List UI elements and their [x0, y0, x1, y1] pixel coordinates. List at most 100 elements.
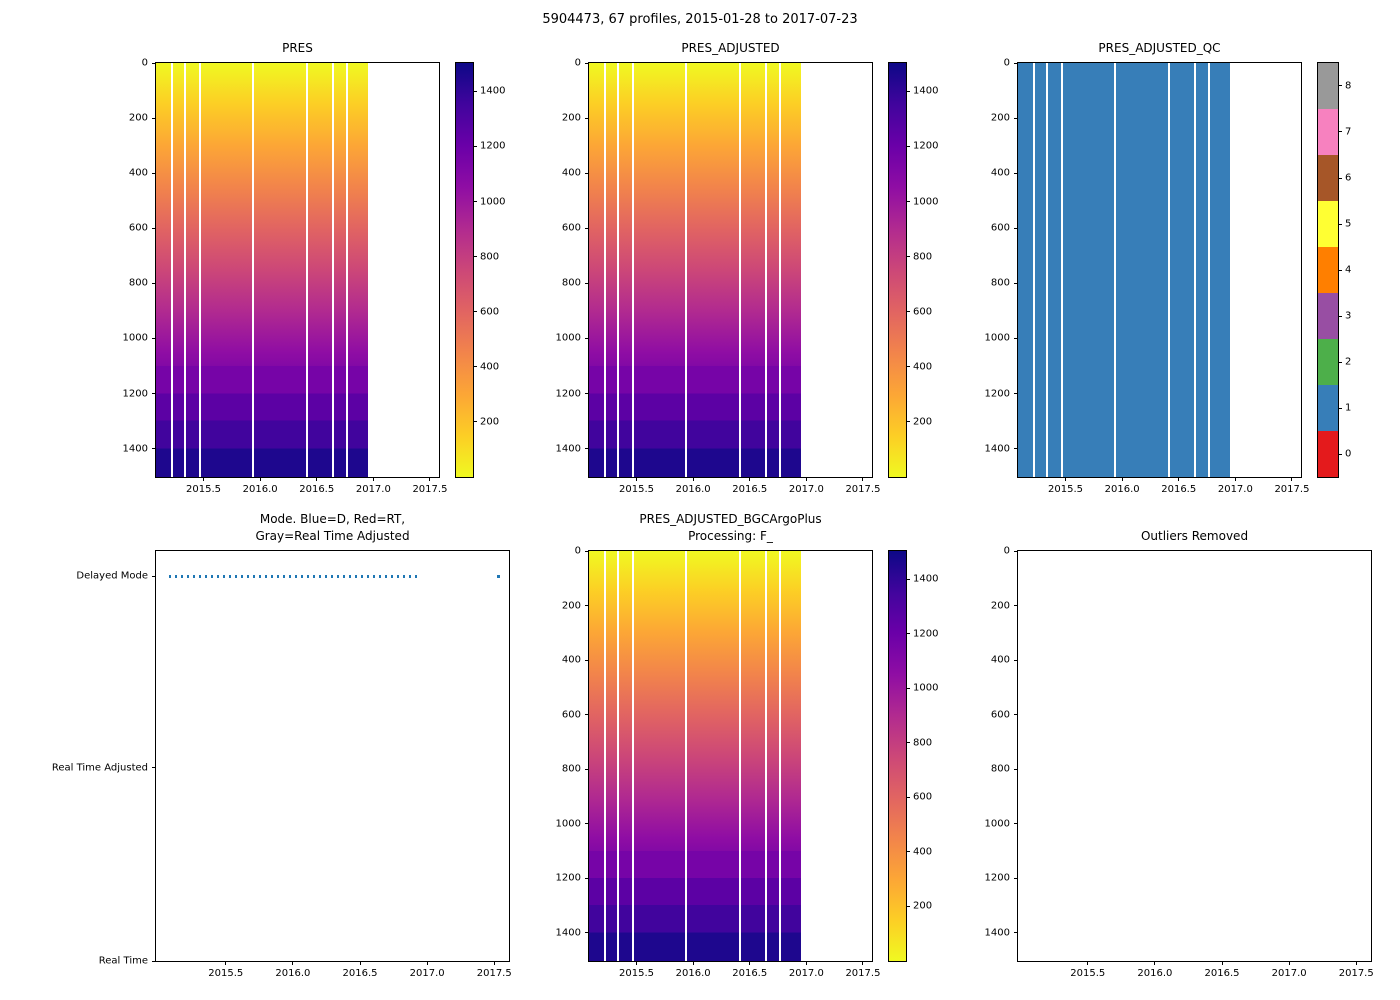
y-tick-label: 1200: [984, 872, 1010, 884]
y-tick-mark: [152, 767, 156, 769]
x-tick-mark: [493, 961, 495, 965]
y-tick-label: 400: [990, 167, 1010, 179]
colorbar-tick-label: 1400: [480, 85, 506, 97]
heatmap-data: [156, 63, 368, 477]
colorbar-tick-label: 800: [913, 251, 933, 263]
heatmap-data: [589, 551, 801, 961]
y-tick-label: 600: [561, 222, 581, 234]
y-tick-label: 1400: [984, 443, 1010, 455]
y-tick-mark: [1014, 823, 1018, 825]
plot-area-pres-adjusted: 2015.5 2016.0 2016.5 2017.0 2017.5 0 200 400 600…: [556, 58, 881, 496]
profile-gap: [632, 551, 635, 961]
x-tick-mark: [1221, 961, 1223, 965]
colorbar-tick-label: 200: [480, 416, 500, 428]
y-tick-mark: [152, 575, 156, 577]
x-tick-mark: [1178, 477, 1180, 481]
x-tick-mark: [636, 961, 638, 965]
x-tick-mark: [292, 961, 294, 965]
subplot-pres-adjusted: PRES_ADJUSTED 2015.5 2016.0 2016.5 2017.0 20…: [556, 41, 881, 496]
x-tick-label: 2017.5: [1338, 968, 1374, 979]
colorbar-tick-mark: [1338, 407, 1342, 409]
y-tick-mark: [152, 172, 156, 174]
x-tick-label: 2015.5: [1048, 484, 1084, 495]
colorbar-tick-mark: [473, 311, 477, 313]
y-tick-mark: [152, 960, 156, 962]
x-tick-label: 2016.0: [675, 968, 711, 979]
y-tick-mark: [585, 605, 589, 607]
y-tick-mark: [1014, 172, 1018, 174]
colorbar-tick-mark: [906, 796, 910, 798]
colorbar-tick-label: 1000: [913, 196, 939, 208]
plot-title-pres-adjusted-bgcargoplus: PRES_ADJUSTED_BGCArgoPlus Processing: F_: [588, 511, 873, 545]
y-tick-mark: [585, 62, 589, 64]
colorbar-gradient: 200 400 600 800 1000 1200 1400: [455, 62, 505, 478]
y-tick-label: 600: [128, 222, 148, 234]
x-tick-mark: [1087, 961, 1089, 965]
y-tick-mark: [585, 337, 589, 339]
y-tick-mark: [152, 393, 156, 395]
subplot-pres: PRES 2015.5 2016.0 2016.5 2017.0 2017.5 0 200 4…: [123, 41, 448, 495]
profile-gap: [1046, 63, 1049, 477]
y-tick-label: 800: [561, 763, 581, 775]
colorbar-tick-label: 2: [1345, 356, 1352, 368]
y-tick-label: 1000: [555, 332, 581, 344]
profile-gap: [1114, 63, 1117, 477]
profile-gap: [1167, 63, 1170, 477]
y-tick-label: 0: [1003, 57, 1010, 69]
colorbar-tick-mark: [473, 201, 477, 203]
y-tick-label: 200: [128, 112, 148, 124]
x-tick-mark: [372, 477, 374, 481]
profile-gap: [632, 63, 635, 477]
colorbar-tick-label: 4: [1345, 264, 1352, 276]
profile-gap: [779, 551, 782, 961]
plot-title-pres-adjusted-qc: PRES_ADJUSTED_QC: [1017, 40, 1302, 57]
colorbar-tick-label: 600: [913, 306, 933, 318]
y-tick-mark: [152, 227, 156, 229]
x-tick-label: 2017.5: [845, 968, 881, 979]
colorbar-tick-mark: [906, 742, 910, 744]
x-tick-label: 2015.5: [208, 968, 244, 979]
y-tick-label: 1200: [555, 872, 581, 884]
y-tick-label: 1400: [555, 443, 581, 455]
x-tick-label: 2017.0: [1271, 968, 1307, 979]
profile-gap: [331, 63, 334, 477]
colorbar-qc: 0 1 2 3 4 5 6 7 8: [1317, 62, 1351, 478]
x-tick-mark: [805, 961, 807, 965]
plot-title-line: PRES: [282, 41, 313, 55]
profile-gap: [738, 63, 741, 477]
x-tick-label: 2017.0: [788, 968, 824, 979]
colorbar-tick-label: 600: [913, 791, 933, 803]
y-tick-mark: [152, 117, 156, 119]
delayed-mode-dotted-line: [169, 575, 421, 578]
qc-color-cell: [1318, 338, 1338, 385]
colorbar-tick-label: 3: [1345, 310, 1352, 322]
colorbar-tick-label: 1200: [913, 628, 939, 640]
y-tick-label: 400: [990, 654, 1010, 666]
y-tick-mark: [152, 448, 156, 450]
y-tick-label: 800: [128, 277, 148, 289]
profile-gap: [1032, 63, 1035, 477]
y-tick-label: 800: [990, 277, 1010, 289]
y-tick-mark: [1014, 550, 1018, 552]
profile-gap: [617, 551, 620, 961]
y-tick-mark: [585, 714, 589, 716]
qc-color-cell: [1318, 385, 1338, 431]
x-tick-label: 2017.5: [476, 968, 512, 979]
y-tick-mark: [1014, 877, 1018, 879]
x-tick-label: 2016.5: [1204, 968, 1240, 979]
x-tick-label: 2015.5: [619, 484, 655, 495]
y-tick-label: 400: [561, 654, 581, 666]
y-tick-mark: [1014, 117, 1018, 119]
x-tick-mark: [805, 477, 807, 481]
y-tick-mark: [585, 117, 589, 119]
qc-flag-data: [1018, 63, 1230, 477]
y-tick-label: 400: [561, 167, 581, 179]
profile-gap: [685, 551, 688, 961]
x-tick-mark: [1355, 961, 1357, 965]
y-tick-mark: [152, 282, 156, 284]
colorbar-tick-label: 1400: [913, 573, 939, 585]
x-tick-mark: [203, 477, 205, 481]
colorbar-tick-label: 800: [480, 251, 500, 263]
colorbar-tick-mark: [1338, 315, 1342, 317]
plot-area-pres-adjusted-bgcargoplus: 2015.5 2016.0 2016.5 2017.0 2017.5 0 200 400 600…: [556, 546, 881, 980]
